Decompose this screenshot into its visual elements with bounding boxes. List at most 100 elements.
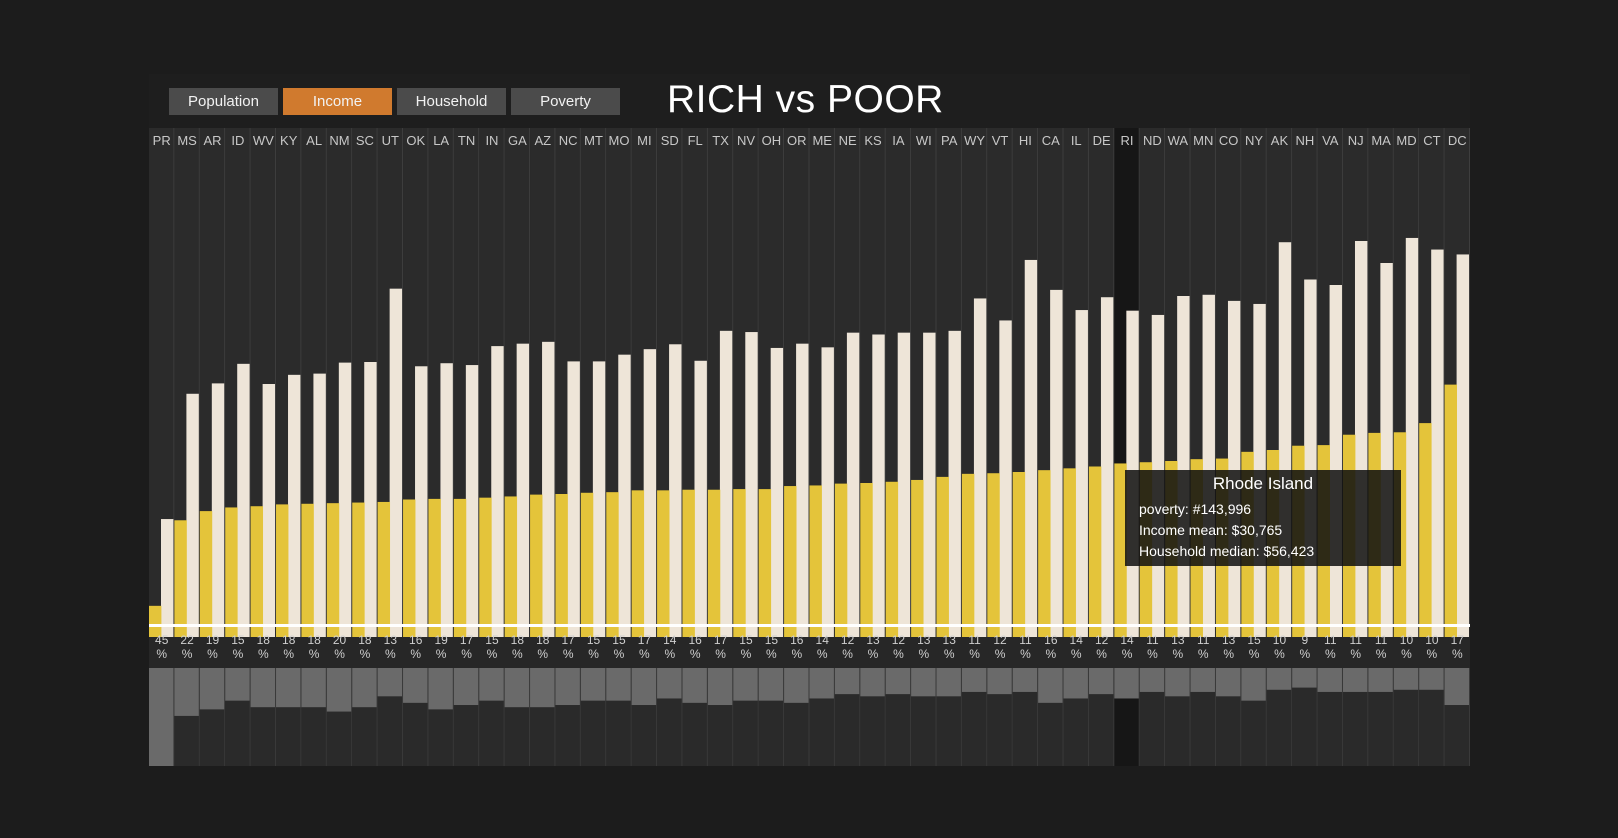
poverty-bar [784,668,809,703]
poverty-value-label: 45 [155,633,169,647]
state-label: WI [916,133,932,148]
poverty-bar [555,668,580,706]
poverty-percent-label: % [436,647,447,661]
poverty-percent-label: % [537,647,548,661]
income-bar [733,489,746,637]
poverty-value-label: 14 [1070,633,1084,647]
bar-chart: PR 45% MS 22% AR 19% ID 15% WV 18% KY 18% AL 18% NM 20%… [149,128,1470,766]
poverty-percent-label: % [1350,647,1361,661]
poverty-value-label: 22 [180,633,194,647]
income-bar [225,507,238,637]
poverty-value-label: 18 [358,633,372,647]
state-tooltip: Rhode Island poverty: #143,996 Income me… [1125,470,1401,566]
household-bar [1100,297,1114,637]
household-bar [313,373,326,637]
income-bar [961,473,975,637]
poverty-value-label: 18 [282,633,296,647]
page-title: RICH vs POOR [667,78,944,121]
state-label: TX [712,133,729,148]
tooltip-household-label: Household median: [1139,543,1260,559]
state-label: CT [1423,133,1440,148]
poverty-bar [1444,668,1469,706]
state-label: UT [382,133,399,148]
income-bar [1038,470,1051,637]
household-bar [1227,300,1241,637]
poverty-bar [1114,668,1139,699]
state-label: ME [812,133,832,148]
poverty-bar [758,668,784,701]
household-bar [796,343,809,637]
income-bar [911,479,924,637]
poverty-bar [606,668,631,701]
poverty-value-label: 10 [1425,633,1439,647]
poverty-value-label: 11 [1019,633,1032,647]
poverty-value-label: 11 [1375,633,1388,647]
poverty-value-label: 17 [714,633,728,647]
poverty-value-label: 12 [1095,633,1109,647]
income-bar [707,489,721,637]
income-bar [1114,463,1127,637]
state-label: PA [941,133,958,148]
poverty-percent-label: % [1198,647,1209,661]
poverty-bar [1063,668,1088,699]
poverty-value-label: 14 [663,633,677,647]
state-label: WA [1168,133,1189,148]
poverty-percent-label: % [715,647,726,661]
poverty-value-label: 17 [460,633,474,647]
state-label: KS [864,133,882,148]
income-bar [326,503,340,637]
poverty-button[interactable]: Poverty [511,88,620,115]
poverty-value-label: 15 [612,633,626,647]
poverty-bar [1292,668,1317,688]
poverty-value-label: 13 [1222,633,1236,647]
household-bar [1405,237,1419,637]
poverty-percent-label: % [664,647,675,661]
population-button[interactable]: Population [169,88,278,115]
state-label: IN [485,133,498,148]
poverty-bar [657,668,682,699]
state-label: VA [1322,133,1339,148]
household-bar [872,334,885,637]
poverty-percent-label: % [487,647,498,661]
poverty-bar [403,668,428,703]
tooltip-poverty-line: poverty: #143,996 [1139,499,1387,520]
household-bar [948,330,961,637]
poverty-percent-label: % [1249,647,1260,661]
state-label: TN [458,133,475,148]
poverty-value-label: 10 [1273,633,1287,647]
poverty-percent-label: % [791,647,802,661]
state-label: AR [203,133,221,148]
household-bar [1202,294,1215,637]
income-button[interactable]: Income [283,88,392,115]
state-label: AZ [534,133,551,148]
state-label: MI [637,133,651,148]
poverty-percent-label: % [410,647,421,661]
poverty-bar [1012,668,1038,692]
household-bar [1024,259,1038,637]
poverty-percent-label: % [334,647,345,661]
poverty-value-label: 19 [434,633,448,647]
poverty-value-label: 17 [638,633,652,647]
poverty-percent-label: % [1223,647,1234,661]
poverty-bar [1038,668,1063,703]
poverty-bar [199,668,225,710]
income-bar [1419,423,1432,637]
income-bar [250,506,264,637]
poverty-bar [987,668,1012,695]
poverty-value-label: 11 [1146,633,1159,647]
poverty-percent-label: % [309,647,320,661]
state-label: SD [661,133,679,148]
poverty-percent-label: % [258,647,269,661]
state-label: NC [559,133,578,148]
household-bar [1075,310,1088,637]
state-label: MS [177,133,197,148]
household-bar [491,346,504,637]
state-label: AL [306,133,322,148]
household-button[interactable]: Household [397,88,506,115]
poverty-value-label: 18 [536,633,550,647]
poverty-value-label: 15 [765,633,779,647]
income-bar [276,504,289,637]
household-bar [1456,254,1469,637]
poverty-value-label: 18 [307,633,321,647]
state-label: MT [584,133,603,148]
